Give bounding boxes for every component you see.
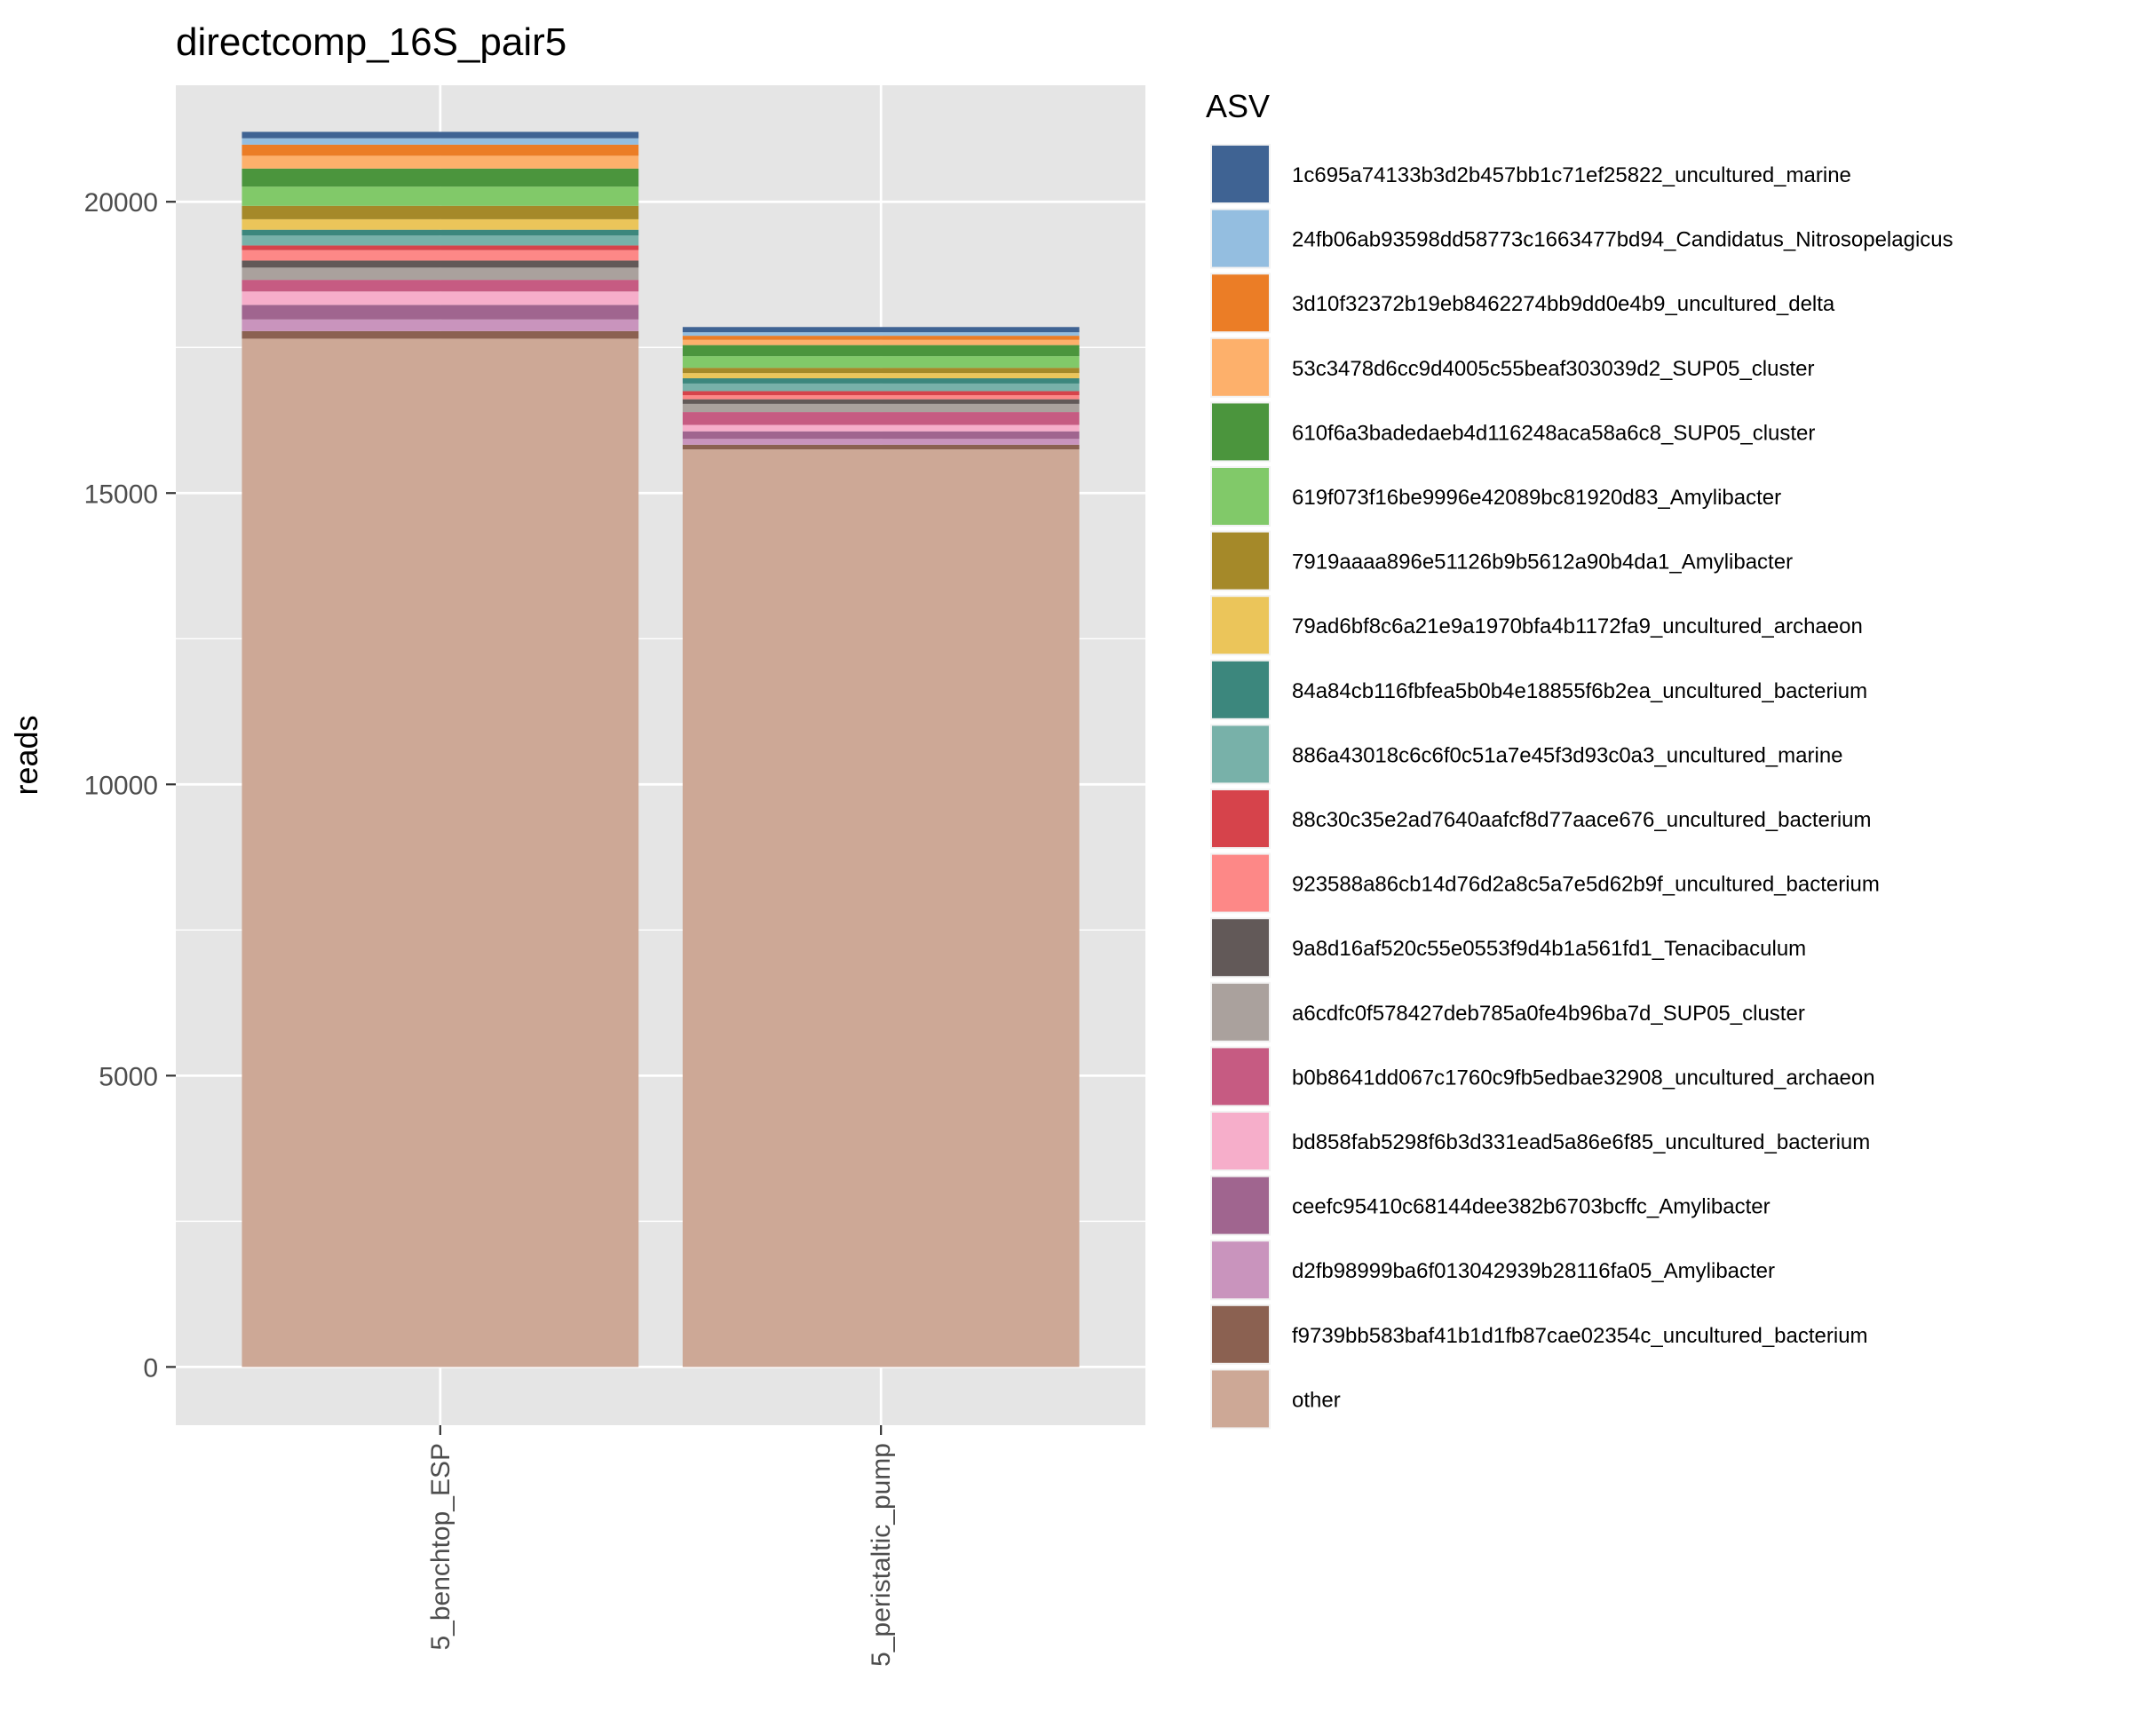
legend-swatch bbox=[1212, 338, 1269, 396]
legend-swatch bbox=[1212, 1370, 1269, 1428]
bar-segment: 5_peristaltic_pump — 619f073f16be9996e42… bbox=[682, 356, 1080, 369]
bar-segment: 5_benchtop_ESP — 9a8d16af520c55e0553f9d4… bbox=[242, 260, 639, 268]
bar-segment: 5_peristaltic_pump — f9739bb583baf41b1d1… bbox=[682, 444, 1080, 450]
bar-segment: 5_benchtop_ESP — 84a84cb116fbfea5b0b4e18… bbox=[242, 229, 639, 236]
bar-segment: 5_peristaltic_pump — b0b8641dd067c1760c9… bbox=[682, 412, 1080, 425]
bar-segment: 5_benchtop_ESP — a6cdfc0f578427deb785a0f… bbox=[242, 267, 639, 281]
legend-label: 9a8d16af520c55e0553f9d4b1a561fd1_Tenacib… bbox=[1292, 937, 1806, 961]
bar-segment: 5_benchtop_ESP — other: 17650 bbox=[242, 338, 639, 1367]
legend-swatch bbox=[1212, 790, 1269, 847]
legend-label: 88c30c35e2ad7640aafcf8d77aace676_uncultu… bbox=[1292, 808, 1872, 832]
legend-label: 886a43018c6c6f0c51a7e45f3d93c0a3_uncultu… bbox=[1292, 743, 1843, 767]
bar-segment: 5_peristaltic_pump — 24fb06ab93598dd5877… bbox=[682, 332, 1080, 337]
bar-segment: 5_benchtop_ESP — d2fb98999ba6f013042939b… bbox=[242, 319, 639, 331]
bar-segment: 5_peristaltic_pump — 886a43018c6c6f0c51a… bbox=[682, 383, 1080, 392]
legend-swatch bbox=[1212, 1241, 1269, 1299]
chart-title: directcomp_16S_pair5 bbox=[176, 20, 566, 64]
legend-swatch bbox=[1212, 146, 1269, 202]
bar-segment: 5_peristaltic_pump — 53c3478d6cc9d4005c5… bbox=[682, 339, 1080, 345]
bar-segment: 5_benchtop_ESP — 88c30c35e2ad7640aafcf8d… bbox=[242, 245, 639, 250]
legend-label: 84a84cb116fbfea5b0b4e18855f6b2ea_uncultu… bbox=[1292, 679, 1867, 703]
bar-segment: 5_peristaltic_pump — other: 15750 bbox=[682, 449, 1080, 1367]
bar-segment: 5_benchtop_ESP — 610f6a3badedaeb4d116248… bbox=[242, 168, 639, 187]
legend-label: a6cdfc0f578427deb785a0fe4b96ba7d_SUP05_c… bbox=[1292, 1002, 1805, 1026]
legend-label: d2fb98999ba6f013042939b28116fa05_Amyliba… bbox=[1292, 1259, 1775, 1283]
legend-label: 610f6a3badedaeb4d116248aca58a6c8_SUP05_c… bbox=[1292, 421, 1815, 445]
bar-segment: 5_peristaltic_pump — 84a84cb116fbfea5b0b… bbox=[682, 378, 1080, 384]
bar-segment: 5_benchtop_ESP — 923588a86cb14d76d2a8c5a… bbox=[242, 250, 639, 261]
legend-swatch bbox=[1212, 725, 1269, 783]
legend-label: 24fb06ab93598dd58773c1663477bd94_Candida… bbox=[1292, 228, 1953, 252]
y-tick-label: 0 bbox=[143, 1353, 158, 1383]
bar-segment: 5_peristaltic_pump — 1c695a74133b3d2b457… bbox=[682, 327, 1080, 333]
bar-segment: 5_benchtop_ESP — 1c695a74133b3d2b457bb1c… bbox=[242, 131, 639, 139]
axes: 0 5000 10000 15000 20000 5_benchtop_ESP 5_peri… bbox=[84, 188, 897, 1667]
bar-segment: 5_benchtop_ESP — 53c3478d6cc9d4005c55bea… bbox=[242, 155, 639, 169]
legend-swatch bbox=[1212, 983, 1269, 1041]
bar-segment: 5_benchtop_ESP — 79ad6bf8c6a21e9a1970bfa… bbox=[242, 218, 639, 230]
legend-label: 53c3478d6cc9d4005c55beaf303039d2_SUP05_c… bbox=[1292, 357, 1814, 381]
bar-segment: 5_peristaltic_pump — 923588a86cb14d76d2a… bbox=[682, 395, 1080, 400]
legend-swatch bbox=[1212, 1048, 1269, 1106]
legend-label: 7919aaaa896e51126b9b5612a90b4da1_Amyliba… bbox=[1292, 551, 1793, 575]
bar-segment: 5_benchtop_ESP — 24fb06ab93598dd58773c16… bbox=[242, 138, 639, 145]
x-tick-label: 5_peristaltic_pump bbox=[867, 1443, 896, 1667]
legend: ASV 1c695a74133b3d2b457bb1c71ef25822_unc… bbox=[1206, 88, 1953, 1430]
bar-segment: 5_benchtop_ESP — b0b8641dd067c1760c9fb5e… bbox=[242, 280, 639, 292]
legend-swatch bbox=[1212, 403, 1269, 461]
legend-label: 619f073f16be9996e42089bc81920d83_Amyliba… bbox=[1292, 486, 1781, 510]
legend-swatch bbox=[1212, 854, 1269, 912]
bar-segment: 5_peristaltic_pump — bd858fab5298f6b3d33… bbox=[682, 424, 1080, 432]
legend-swatch bbox=[1212, 468, 1269, 525]
bar-segment: 5_benchtop_ESP — 3d10f32372b19eb8462274b… bbox=[242, 144, 639, 156]
legend-label: 1c695a74133b3d2b457bb1c71ef25822_uncultu… bbox=[1292, 163, 1851, 187]
bar-segment: 5_peristaltic_pump — a6cdfc0f578427deb78… bbox=[682, 403, 1080, 413]
legend-label: 3d10f32372b19eb8462274bb9dd0e4b9_uncultu… bbox=[1292, 292, 1835, 316]
legend-swatch bbox=[1212, 1305, 1269, 1363]
bar-segment: 5_peristaltic_pump — 79ad6bf8c6a21e9a197… bbox=[682, 373, 1080, 379]
y-axis-label: reads bbox=[8, 715, 44, 795]
bar-segment: 5_benchtop_ESP — 886a43018c6c6f0c51a7e45… bbox=[242, 235, 639, 246]
legend-label: bd858fab5298f6b3d331ead5a86e6f85_uncultu… bbox=[1292, 1130, 1870, 1154]
legend-swatch bbox=[1212, 1177, 1269, 1234]
legend-label: other bbox=[1292, 1388, 1341, 1412]
legend-swatch bbox=[1212, 532, 1269, 590]
bar-segment: 5_benchtop_ESP — 7919aaaa896e51126b9b561… bbox=[242, 205, 639, 219]
bar-segment: 5_peristaltic_pump — 88c30c35e2ad7640aaf… bbox=[682, 391, 1080, 396]
x-tick-label: 5_benchtop_ESP bbox=[426, 1443, 456, 1651]
y-tick-label: 5000 bbox=[99, 1062, 158, 1091]
legend-title: ASV bbox=[1206, 88, 1270, 124]
legend-swatch bbox=[1212, 210, 1269, 267]
bar-segment: 5_peristaltic_pump — 7919aaaa896e51126b9… bbox=[682, 368, 1080, 374]
bar-segment: 5_peristaltic_pump — d2fb98999ba6f013042… bbox=[682, 439, 1080, 445]
legend-swatch bbox=[1212, 274, 1269, 332]
legend-swatch bbox=[1212, 597, 1269, 654]
bar-segment: 5_peristaltic_pump — 610f6a3badedaeb4d11… bbox=[682, 345, 1080, 357]
y-tick-label: 20000 bbox=[84, 188, 158, 218]
legend-swatch bbox=[1212, 919, 1269, 977]
bar-segment: 5_peristaltic_pump — 9a8d16af520c55e0553… bbox=[682, 399, 1080, 404]
bar-segment: 5_benchtop_ESP — bd858fab5298f6b3d331ead… bbox=[242, 291, 639, 305]
legend-label: b0b8641dd067c1760c9fb5edbae32908_uncultu… bbox=[1292, 1066, 1875, 1090]
bar-segment: 5_peristaltic_pump — 3d10f32372b19eb8462… bbox=[682, 336, 1080, 340]
bar-segment: 5_peristaltic_pump — ceefc95410c68144dee… bbox=[682, 431, 1080, 440]
legend-swatch bbox=[1212, 1113, 1269, 1169]
legend-swatch bbox=[1212, 661, 1269, 718]
legend-label: f9739bb583baf41b1d1fb87cae02354c_uncultu… bbox=[1292, 1324, 1868, 1348]
bar-segment: 5_benchtop_ESP — ceefc95410c68144dee382b… bbox=[242, 305, 639, 320]
legend-label: ceefc95410c68144dee382b6703bcffc_Amyliba… bbox=[1292, 1195, 1771, 1219]
bars: 5_benchtop_ESP — other: 176505_benchtop_… bbox=[242, 131, 1080, 1367]
y-tick-label: 15000 bbox=[84, 480, 158, 509]
y-tick-label: 10000 bbox=[84, 771, 158, 800]
legend-label: 79ad6bf8c6a21e9a1970bfa4b1172fa9_uncultu… bbox=[1292, 614, 1863, 638]
legend-label: 923588a86cb14d76d2a8c5a7e5d62b9f_uncultu… bbox=[1292, 873, 1880, 897]
bar-segment: 5_benchtop_ESP — f9739bb583baf41b1d1fb87… bbox=[242, 330, 639, 339]
bar-segment: 5_benchtop_ESP — 619f073f16be9996e42089b… bbox=[242, 186, 639, 206]
